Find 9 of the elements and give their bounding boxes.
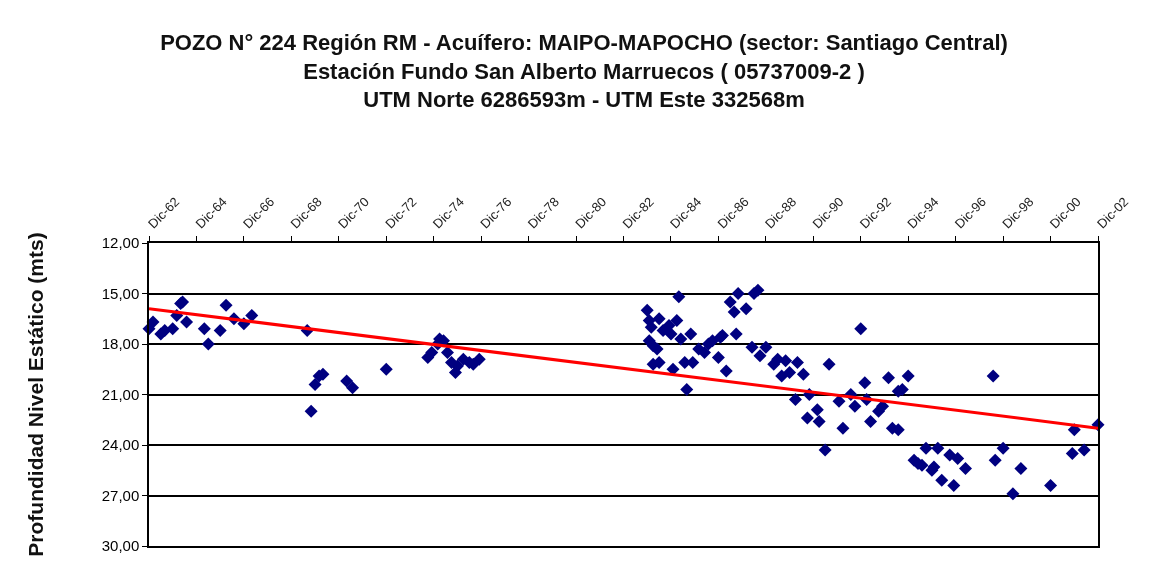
y-tick-label: 12,00 xyxy=(101,234,140,252)
y-axis-title: Profundidad Nivel Estático (mts) xyxy=(24,232,48,557)
y-tick-label: 21,00 xyxy=(101,385,140,403)
y-tick-label: 30,00 xyxy=(101,537,140,555)
y-tick-label: 18,00 xyxy=(101,335,140,353)
y-tick-label: 15,00 xyxy=(101,284,140,302)
y-tick-label: 27,00 xyxy=(101,486,140,504)
chart-title: POZO N° 224 Región RM - Acuífero: MAIPO-MAPOCHO (sector: Santiago Central) Estación Fundo San Alberto Marruecos ( 05737009-2 ) UTM Norte 6286593m - UTM Este 332568m xyxy=(160,30,1008,113)
y-tick-label: 24,00 xyxy=(101,436,140,454)
